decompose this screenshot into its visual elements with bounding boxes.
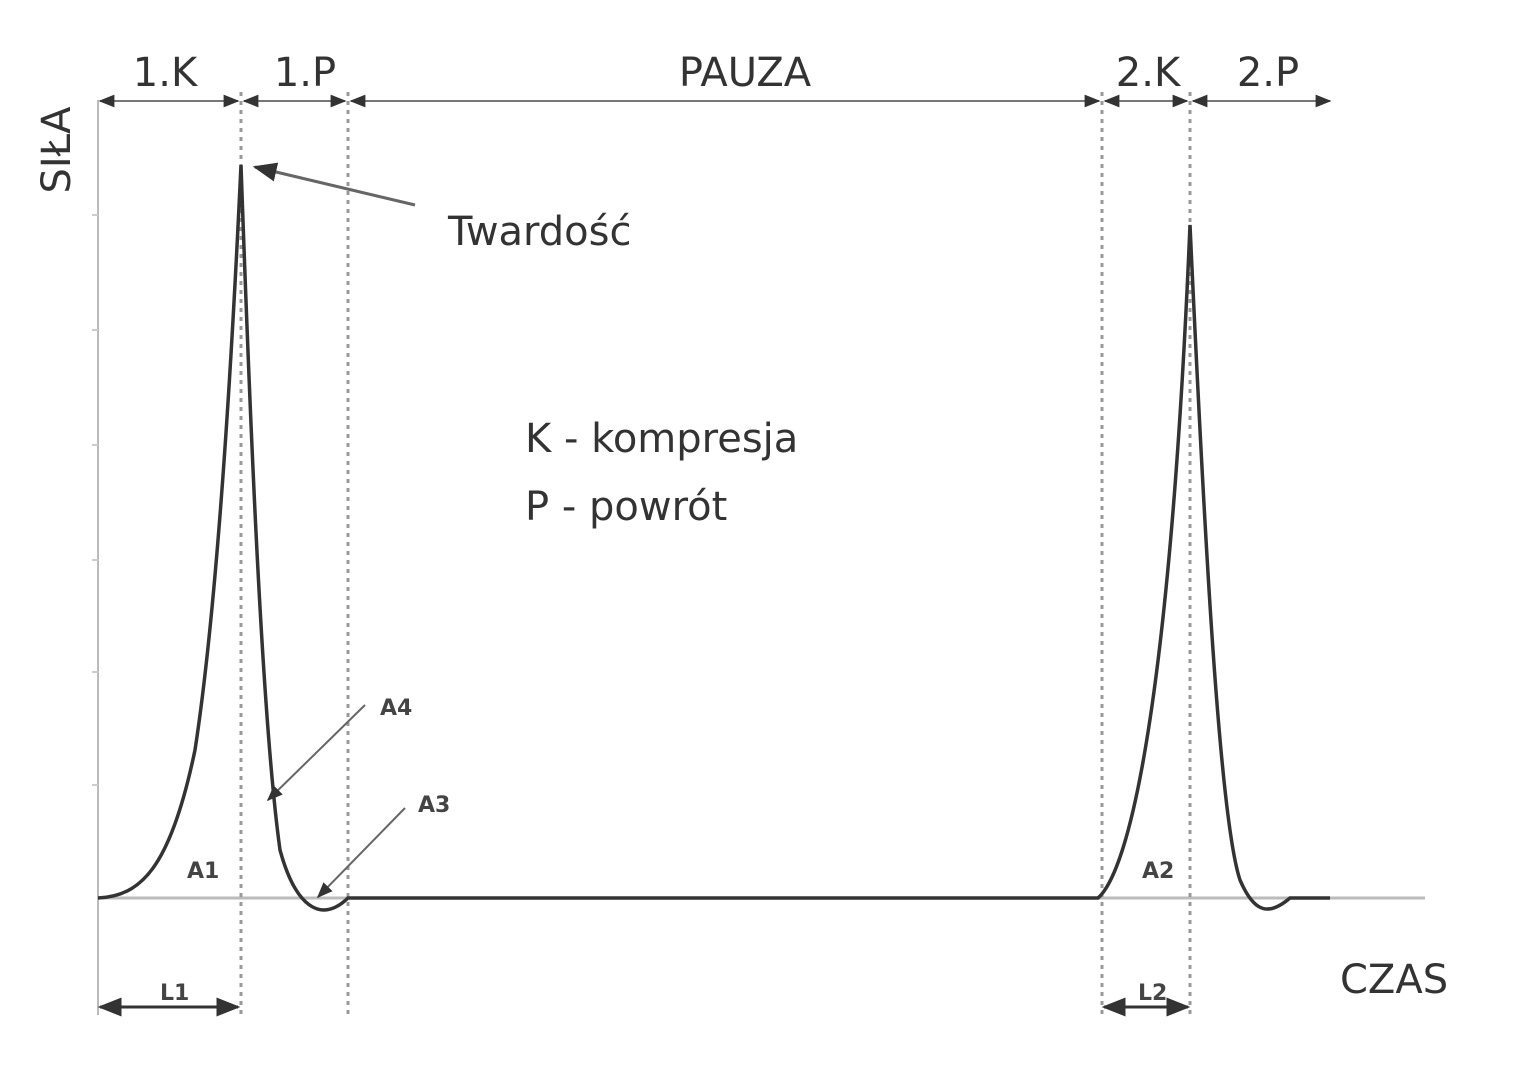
phase-label-1k: 1.K <box>133 50 199 96</box>
phase-dividers <box>239 92 1192 1015</box>
a4-pointer <box>266 704 366 802</box>
hardness-label: Twardość <box>447 209 631 255</box>
a3-pointer <box>316 807 406 899</box>
phase-label-2p: 2.P <box>1237 50 1299 96</box>
y-ticks <box>92 214 98 786</box>
legend-k: K - kompresja <box>525 416 798 462</box>
hardness-pointer <box>252 162 416 207</box>
force-curve <box>97 164 1330 912</box>
legend-p: P - powrót <box>525 484 727 530</box>
l2-label: L2 <box>1138 981 1167 1006</box>
phase-label-pause: PAUZA <box>679 50 812 96</box>
phase-label-1p: 1.P <box>274 50 336 96</box>
a3-label: A3 <box>418 793 450 818</box>
a1-label: A1 <box>187 859 219 884</box>
a4-label: A4 <box>380 696 412 721</box>
y-axis-label: SIŁA <box>34 106 80 194</box>
phase-label-2k: 2.K <box>1116 50 1182 96</box>
l1-label: L1 <box>160 981 189 1006</box>
x-axis-label: CZAS <box>1340 957 1448 1003</box>
a2-label: A2 <box>1142 859 1174 884</box>
